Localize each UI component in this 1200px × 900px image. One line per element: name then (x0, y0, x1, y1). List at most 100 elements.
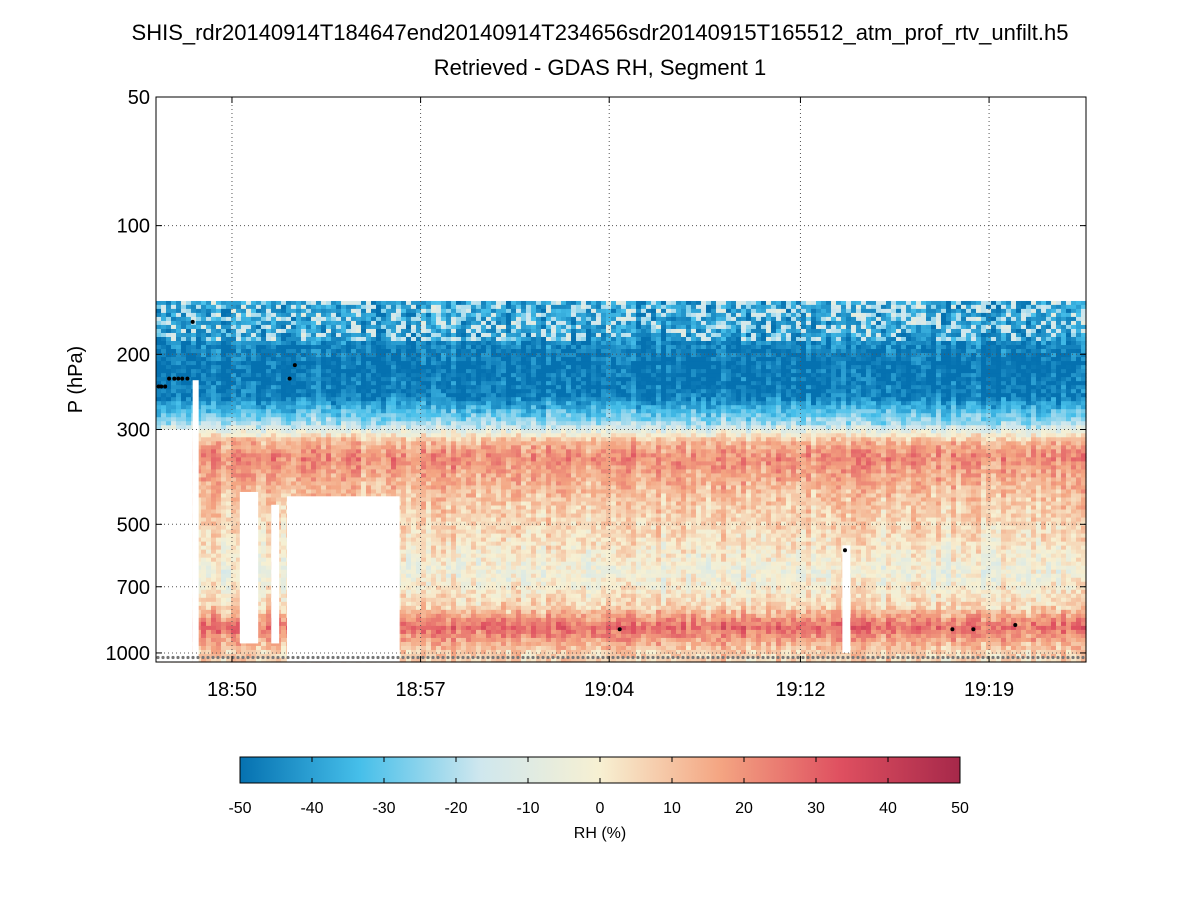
heatmap-cell (231, 477, 237, 483)
heatmap-cell (251, 421, 257, 426)
heatmap-cell (431, 389, 437, 394)
heatmap-cell (186, 361, 192, 366)
heatmap-cell (306, 336, 312, 342)
heatmap-cell (261, 308, 267, 314)
heatmap-cell (366, 473, 372, 479)
heatmap-cell (196, 525, 202, 531)
heatmap-cell (206, 597, 212, 603)
heatmap-cell (301, 433, 307, 438)
heatmap-cell (411, 405, 417, 410)
heatmap-cell (346, 397, 352, 402)
heatmap-cell (386, 349, 392, 354)
heatmap-cell (371, 437, 377, 442)
heatmap-cell (166, 389, 172, 394)
heatmap-cell (216, 304, 222, 310)
heatmap-cell (301, 316, 307, 322)
heatmap-cell (196, 605, 202, 611)
heatmap-cell (331, 357, 337, 362)
heatmap-cell (206, 581, 212, 587)
heatmap-cell (286, 312, 292, 318)
heatmap-cell (406, 565, 412, 571)
heatmap-cell (381, 353, 387, 358)
heatmap-cell (341, 365, 347, 370)
heatmap-cell (331, 316, 337, 322)
heatmap-cell (221, 409, 227, 414)
heatmap-cell (186, 381, 192, 386)
heatmap-cell (176, 308, 182, 314)
heatmap-cell (251, 381, 257, 386)
heatmap-cell (201, 617, 207, 623)
heatmap-cell (256, 449, 262, 454)
heatmap-cell (406, 513, 412, 519)
heatmap-cell (391, 405, 397, 410)
heatmap-cell (426, 361, 432, 366)
heatmap-cell (186, 369, 192, 374)
heatmap-cell (306, 357, 312, 362)
heatmap-cell (411, 513, 417, 519)
heatmap-cell (196, 533, 202, 539)
heatmap-cell (206, 549, 212, 555)
heatmap-cell (286, 361, 292, 366)
heatmap-cell (416, 537, 422, 543)
heatmap-cell (191, 345, 197, 350)
heatmap-cell (226, 649, 232, 655)
heatmap-cell (426, 645, 432, 651)
heatmap-cell (231, 389, 237, 394)
heatmap-cell (431, 385, 437, 390)
heatmap-cell (361, 489, 367, 495)
heatmap-cell (406, 649, 412, 655)
heatmap-cell (156, 345, 162, 350)
heatmap-cell (431, 409, 437, 414)
heatmap-cell (216, 557, 222, 563)
heatmap-cell (166, 332, 172, 338)
heatmap-cell (381, 481, 387, 487)
heatmap-cell (181, 373, 187, 378)
heatmap-cell (231, 509, 237, 515)
heatmap-cell (351, 324, 357, 330)
heatmap-cell (221, 593, 227, 599)
heatmap-cell (196, 481, 202, 487)
heatmap-cell (411, 613, 417, 619)
heatmap-cell (181, 417, 187, 422)
heatmap-cell (231, 429, 237, 434)
heatmap-cell (286, 405, 292, 410)
heatmap-cell (301, 300, 307, 306)
heatmap-cell (326, 485, 332, 491)
heatmap-cell (396, 304, 402, 310)
heatmap-cell (226, 389, 232, 394)
heatmap-cell (221, 381, 227, 386)
heatmap-cell (246, 469, 252, 475)
heatmap-cell (216, 485, 222, 491)
heatmap-cell (391, 377, 397, 382)
heatmap-cell (346, 312, 352, 318)
heatmap-cell (296, 441, 302, 446)
heatmap-cell (411, 589, 417, 595)
heatmap-cell (416, 481, 422, 487)
heatmap-cell (216, 429, 222, 434)
heatmap-cell (321, 449, 327, 454)
heatmap-cell (251, 300, 257, 306)
heatmap-cell (386, 441, 392, 446)
heatmap-cell (226, 621, 232, 627)
heatmap-cell (301, 373, 307, 378)
heatmap-cell (421, 533, 427, 539)
heatmap-cell (236, 489, 242, 495)
heatmap-cell (221, 541, 227, 547)
heatmap-cell (331, 385, 337, 390)
heatmap-cell (416, 397, 422, 402)
heatmap-cell (421, 409, 427, 414)
heatmap-cell (361, 389, 367, 394)
heatmap-cell (321, 304, 327, 310)
heatmap-cell (281, 573, 287, 579)
heatmap-cell (261, 609, 267, 615)
heatmap-cell (221, 581, 227, 587)
heatmap-cell (271, 308, 277, 314)
heatmap-cell (201, 332, 207, 338)
heatmap-cell (236, 461, 242, 466)
heatmap-cell (281, 445, 287, 450)
heatmap-cell (421, 541, 427, 547)
heatmap-cell (326, 469, 332, 475)
heatmap-cell (176, 316, 182, 322)
heatmap-cell (156, 377, 162, 382)
heatmap-cell (201, 353, 207, 358)
